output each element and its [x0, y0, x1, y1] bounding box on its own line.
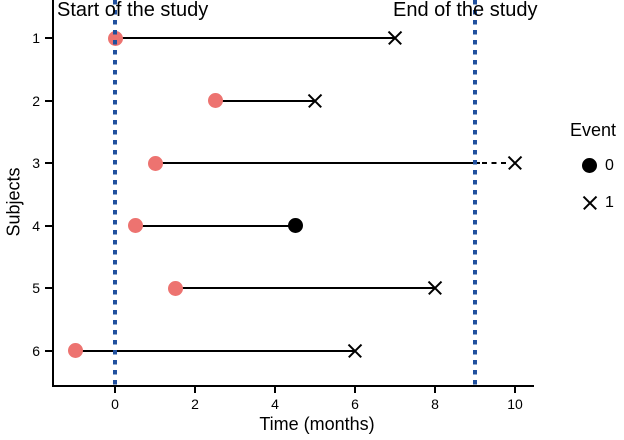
x-axis-tick-label: 0	[111, 396, 119, 412]
x-axis-title: Time (months)	[259, 414, 375, 434]
y-axis-tick-label: 2	[32, 92, 40, 109]
annotation-start-of-study: Start of the study	[57, 0, 209, 21]
legend-item-label-event-1: 1	[605, 194, 614, 211]
entry-dot	[207, 93, 223, 108]
x-axis-tick-label: 6	[351, 396, 359, 412]
entry-dot	[67, 343, 83, 358]
x-axis-tick-label: 2	[191, 396, 199, 412]
legend-title: Event	[570, 120, 617, 140]
event-1-marker	[309, 94, 322, 107]
event-0-marker	[287, 218, 303, 233]
study-end-line	[473, 0, 477, 385]
entry-dot	[147, 155, 163, 171]
subject-line	[155, 162, 480, 164]
y-axis-tick-label: 6	[32, 342, 40, 359]
subject-line	[175, 287, 435, 289]
event-1-marker	[509, 157, 522, 170]
entry-dot	[127, 218, 143, 233]
y-axis-tick-label: 3	[32, 155, 40, 171]
subject-line	[135, 224, 295, 227]
y-axis-tick-label: 4	[32, 217, 40, 234]
x-axis	[52, 385, 534, 387]
study-start-line	[113, 0, 117, 385]
x-axis-tick	[514, 387, 516, 393]
y-axis-tick-label: 5	[32, 280, 40, 296]
subject-line	[75, 349, 355, 352]
y-axis-tick-label: 1	[32, 30, 40, 46]
y-axis-tick	[45, 287, 52, 289]
event-1-marker	[389, 32, 402, 45]
x-axis-tick-label: 10	[507, 396, 523, 412]
y-axis-tick	[45, 224, 52, 227]
y-axis-tick	[45, 162, 52, 164]
x-axis-tick-label: 4	[271, 396, 279, 412]
subject-line-dashed	[482, 162, 508, 164]
event-1-marker	[349, 344, 362, 357]
subject-line	[215, 99, 315, 102]
x-axis-tick	[434, 387, 436, 393]
y-axis-tick	[45, 349, 52, 352]
filled-circle-marker-icon	[582, 158, 597, 173]
x-axis-tick-label: 8	[431, 396, 439, 412]
x-axis-tick	[114, 387, 116, 393]
legend-item-label-event-0: 0	[605, 157, 614, 174]
entry-dot	[167, 280, 183, 296]
y-axis-title: Subjects	[3, 167, 24, 237]
y-axis	[52, 0, 54, 387]
y-axis-tick	[45, 37, 52, 39]
event-1-marker	[429, 282, 442, 295]
annotation-end-of-study: End of the study	[393, 0, 538, 21]
subject-line	[115, 37, 395, 39]
x-axis-tick	[194, 387, 196, 393]
y-axis-tick	[45, 99, 52, 102]
x-axis-tick	[354, 387, 356, 393]
cross-marker-icon	[583, 196, 596, 209]
x-axis-tick	[274, 387, 276, 393]
